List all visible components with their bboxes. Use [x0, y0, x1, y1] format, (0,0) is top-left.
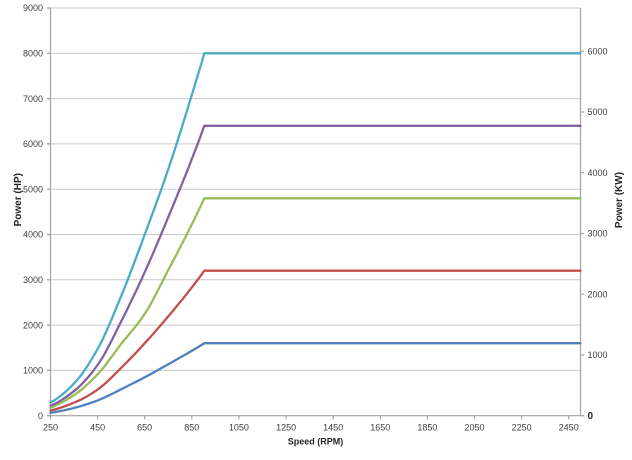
svg-text:2000: 2000	[588, 289, 608, 299]
svg-text:Power (HP): Power (HP)	[13, 173, 24, 226]
svg-text:6000: 6000	[23, 139, 43, 149]
svg-text:3000: 3000	[23, 275, 43, 285]
svg-text:4000: 4000	[23, 230, 43, 240]
svg-text:450: 450	[90, 423, 105, 433]
svg-text:8000: 8000	[23, 49, 43, 59]
svg-text:1250: 1250	[276, 423, 296, 433]
svg-text:1050: 1050	[229, 423, 249, 433]
svg-text:5000: 5000	[588, 107, 608, 117]
svg-text:2250: 2250	[512, 423, 532, 433]
svg-text:1850: 1850	[417, 423, 437, 433]
svg-text:4000: 4000	[588, 168, 608, 178]
svg-text:1650: 1650	[370, 423, 390, 433]
svg-text:Power (KW): Power (KW)	[614, 172, 625, 228]
svg-text:1000: 1000	[23, 366, 43, 376]
svg-text:3000: 3000	[588, 229, 608, 239]
svg-text:0: 0	[38, 411, 43, 421]
svg-text:2450: 2450	[559, 423, 579, 433]
svg-text:850: 850	[184, 423, 199, 433]
svg-text:0: 0	[588, 411, 594, 422]
svg-text:Speed (RPM): Speed (RPM)	[288, 437, 344, 447]
svg-text:2000: 2000	[23, 320, 43, 330]
svg-text:1000: 1000	[588, 350, 608, 360]
svg-text:6000: 6000	[588, 46, 608, 56]
svg-text:250: 250	[43, 423, 58, 433]
svg-text:9000: 9000	[23, 3, 43, 13]
svg-text:7000: 7000	[23, 94, 43, 104]
svg-text:650: 650	[137, 423, 152, 433]
svg-text:5000: 5000	[23, 184, 43, 194]
svg-text:1450: 1450	[323, 423, 343, 433]
svg-text:2050: 2050	[464, 423, 484, 433]
